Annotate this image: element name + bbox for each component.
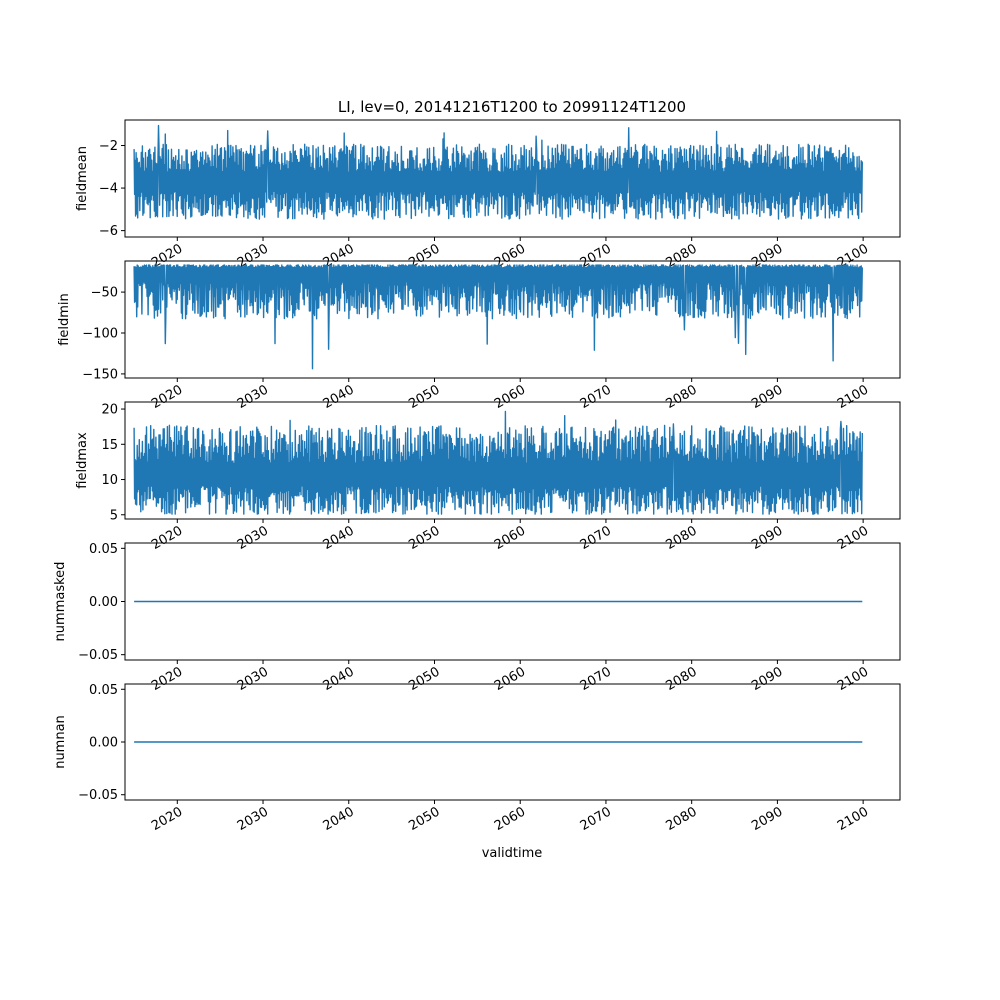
- x-tick-label: 2060: [492, 804, 528, 834]
- y-axis-label: fieldmax: [75, 432, 90, 489]
- y-tick-label: 20: [101, 403, 118, 418]
- x-tick-label: 2030: [235, 382, 271, 412]
- subplots: −6 −4 −2 2020 2030 2040 2050 2060 2070 2080 2090 21…: [53, 119, 901, 834]
- x-tick-label: 2090: [749, 382, 785, 412]
- y-axis-label: fieldmean: [75, 146, 90, 211]
- x-tick-label: 2080: [664, 804, 700, 834]
- y-tick-label: 10: [101, 473, 118, 488]
- subplot-fieldmin: −150 −100 −50 2020 2030 2040 2050 2060 2070 2080 2…: [57, 260, 901, 412]
- x-tick-label: 2090: [749, 523, 785, 553]
- x-tick-label: 2040: [321, 664, 357, 694]
- x-tick-label: 2050: [406, 382, 442, 412]
- y-tick-label: 0.00: [89, 736, 118, 751]
- y-tick-label: 15: [101, 438, 118, 453]
- x-tick-label: 2040: [321, 804, 357, 834]
- x-tick-label: 2080: [664, 382, 700, 412]
- subplot-nummasked: −0.05 0.00 0.05 2020 2030 2040 2050 2060 2070 208…: [53, 542, 901, 694]
- x-tick-label: 2060: [492, 382, 528, 412]
- x-tick-label: 2070: [578, 382, 614, 412]
- x-tick-label: 2030: [235, 523, 271, 553]
- y-tick-label: 0.05: [89, 542, 118, 557]
- y-tick-label: 0.05: [89, 683, 118, 698]
- y-tick-label: −0.05: [78, 648, 118, 663]
- x-tick-label: 2070: [578, 804, 614, 834]
- y-tick-label: −50: [91, 286, 118, 301]
- series-line-fieldmax: [133, 410, 863, 515]
- x-tick-label: 2090: [749, 804, 785, 834]
- y-tick-label: 0.00: [89, 595, 118, 610]
- x-axis-label: validtime: [482, 846, 543, 861]
- y-tick-label: −4: [99, 182, 118, 197]
- x-tick-label: 2090: [749, 664, 785, 694]
- x-tick-label: 2100: [835, 664, 871, 694]
- series-line-fieldmean: [133, 124, 863, 220]
- y-tick-label: −2: [99, 139, 118, 154]
- y-tick-label: −0.05: [78, 788, 118, 803]
- y-axis-label: numnan: [53, 715, 68, 769]
- x-tick-label: 2020: [149, 664, 185, 694]
- x-tick-label: 2060: [492, 664, 528, 694]
- y-tick-label: 5: [110, 508, 118, 523]
- x-tick-label: 2070: [578, 523, 614, 553]
- x-tick-label: 2020: [149, 804, 185, 834]
- subplot-numnan: −0.05 0.00 0.05 2020 2030 2040 2050 2060 2070 208…: [53, 683, 901, 834]
- axes-frame: [124, 260, 901, 379]
- x-tick-label: 2070: [578, 664, 614, 694]
- x-tick-label: 2100: [835, 804, 871, 834]
- x-tick-label: 2020: [149, 523, 185, 553]
- chart-title: LI, lev=0, 20141216T1200 to 20991124T120…: [338, 98, 686, 116]
- y-tick-label: −6: [99, 224, 118, 239]
- x-tick-label: 2050: [406, 664, 442, 694]
- x-tick-label: 2030: [235, 664, 271, 694]
- x-tick-label: 2100: [835, 523, 871, 553]
- x-tick-label: 2030: [235, 804, 271, 834]
- y-axis-label: fieldmin: [57, 293, 72, 346]
- axes-frame: [124, 401, 901, 520]
- x-tick-label: 2040: [321, 382, 357, 412]
- axes-frame: [124, 119, 901, 238]
- x-tick-label: 2080: [664, 523, 700, 553]
- x-tick-label: 2050: [406, 804, 442, 834]
- x-tick-label: 2040: [321, 523, 357, 553]
- x-tick-label: 2060: [492, 523, 528, 553]
- x-tick-label: 2100: [835, 382, 871, 412]
- series-line-fieldmin: [133, 264, 863, 370]
- x-tick-label: 2020: [149, 382, 185, 412]
- y-axis-label: nummasked: [53, 562, 68, 642]
- y-tick-label: −150: [82, 367, 118, 382]
- y-tick-label: −100: [82, 327, 118, 342]
- x-tick-label: 2050: [406, 523, 442, 553]
- x-tick-label: 2080: [664, 664, 700, 694]
